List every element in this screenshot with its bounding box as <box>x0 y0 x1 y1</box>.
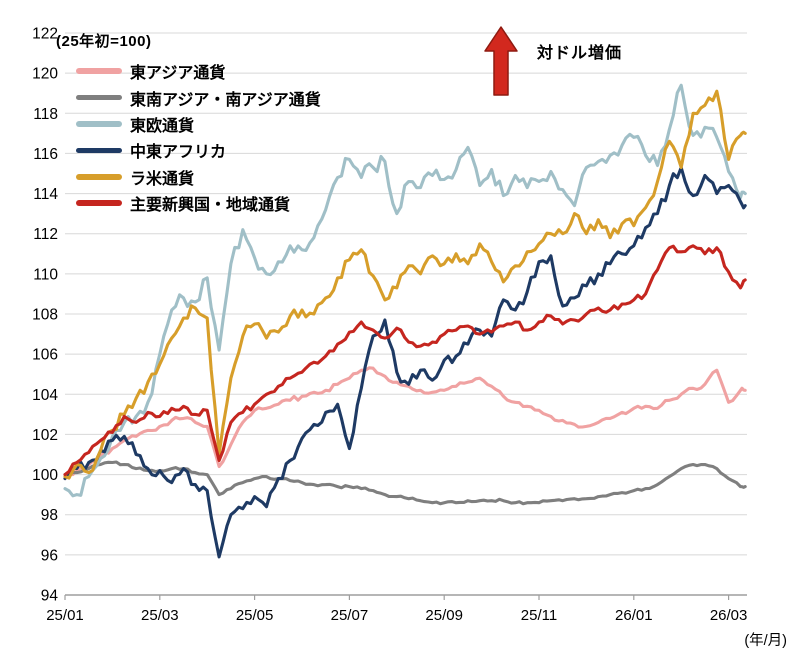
y-tick-label: 116 <box>33 146 58 163</box>
legend-item-se-south-asia: 東南アジア・南アジア通貨 <box>76 84 321 110</box>
x-tick-label: 25/09 <box>425 607 463 624</box>
legend: 東アジア通貨東南アジア・南アジア通貨 東欧通貨中東アフリカ ラ米通貨主要新興国・地域… <box>76 58 321 216</box>
legend-label: 東欧通貨 <box>130 117 195 135</box>
x-tick-label: 26/03 <box>710 607 748 624</box>
series-line-se-south-asia <box>63 460 747 506</box>
x-tick-label: 26/01 <box>615 607 653 624</box>
up-arrow-icon <box>484 26 518 96</box>
y-tick-label: 112 <box>33 226 58 243</box>
legend-label: 東南アジア・南アジア通貨 <box>130 91 321 109</box>
legend-swatch-major-em <box>76 200 122 206</box>
y-tick-label: 114 <box>33 186 58 203</box>
x-axis-unit-label: (年/月) <box>744 633 787 649</box>
series-line-latam <box>63 89 747 480</box>
legend-item-major-em: 主要新興国・地域通貨 <box>76 190 321 216</box>
legend-label: 主要新興国・地域通貨 <box>130 197 291 215</box>
x-tick-label: 25/11 <box>521 607 557 624</box>
y-tick-label: 100 <box>32 467 58 484</box>
legend-swatch-east-europe <box>76 121 122 127</box>
series-line-major-em <box>63 244 747 477</box>
appreciation-annotation: 対ドル増価 <box>537 45 623 62</box>
legend-label: ラ米通貨 <box>130 170 195 188</box>
y-tick-label: 94 <box>41 588 59 605</box>
legend-item-east-europe: 東欧通貨 <box>76 111 321 137</box>
legend-swatch-latam <box>76 174 122 180</box>
legend-label: 中東アフリカ <box>130 144 227 162</box>
y-tick-label: 96 <box>41 547 58 564</box>
y-tick-label: 122 <box>32 26 58 43</box>
y-tick-label: 120 <box>32 66 58 83</box>
legend-swatch-mideast-africa <box>76 147 122 154</box>
y-tick-label: 102 <box>32 427 58 444</box>
legend-item-latam: ラ米通貨 <box>76 164 321 190</box>
y-tick-label: 108 <box>32 307 58 324</box>
index-base-note: (25年初=100) <box>56 33 152 50</box>
legend-item-mideast-africa: 中東アフリカ <box>76 137 321 163</box>
chart-layers: 94 96 98 100 102 104 106 108 110 112 114 116 118 120 1… <box>32 26 747 625</box>
y-tick-label: 118 <box>33 106 58 123</box>
legend-swatch-east-asia <box>76 68 122 74</box>
x-tick-label: 25/03 <box>141 607 179 624</box>
legend-swatch-se-south-asia <box>76 94 122 101</box>
series-line-east-europe <box>63 83 747 498</box>
x-tick-label: 25/05 <box>236 607 274 624</box>
legend-label: 東アジア通貨 <box>130 65 226 83</box>
y-tick-label: 104 <box>32 387 58 404</box>
x-tick-label: 25/07 <box>331 607 369 624</box>
y-tick-label: 106 <box>32 347 58 364</box>
legend-item-east-asia: 東アジア通貨 <box>76 58 321 84</box>
series-line-mideast-africa <box>63 165 747 559</box>
y-tick-label: 98 <box>41 507 58 524</box>
x-tick-label: 25/01 <box>46 607 84 624</box>
series-line-east-asia <box>63 366 747 481</box>
y-tick-label: 110 <box>33 266 58 283</box>
